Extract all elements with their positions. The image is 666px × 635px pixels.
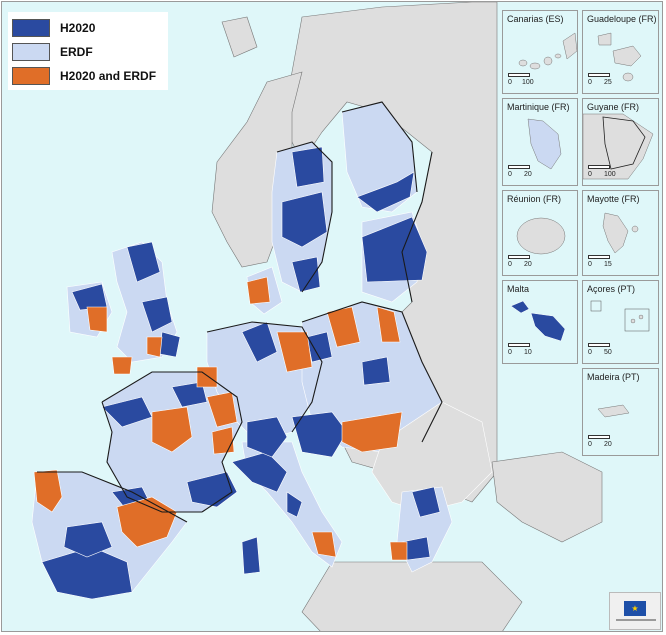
scale-label: 0 [588, 441, 592, 448]
scale-bar: 0 20 [508, 255, 568, 271]
inset-map [510, 300, 566, 342]
legend-label: ERDF [60, 45, 93, 59]
inset-martinique: Martinique (FR) 0 20 [502, 98, 578, 186]
scale-label: 15 [604, 261, 612, 268]
legend: H2020 ERDF H2020 and ERDF [8, 12, 168, 90]
inset-map [518, 32, 577, 70]
inset-title: Açores (PT) [587, 284, 636, 294]
h2020-regions [41, 146, 441, 600]
national-borders [37, 101, 443, 523]
scale-bar: 0 50 [588, 343, 648, 359]
inset-acores: Açores (PT) 0 50 [582, 280, 659, 364]
scale-label: 10 [524, 349, 532, 356]
inset-title: Madeira (PT) [587, 372, 640, 382]
inset-guyane: Guyane (FR) 0 100 [582, 98, 659, 186]
scale-label: 0 [588, 79, 592, 86]
scale-label: 20 [524, 261, 532, 268]
scale-bar: 0 100 [588, 165, 648, 181]
scale-bar: 0 20 [588, 435, 648, 451]
inset-map [516, 217, 566, 255]
inset-title: Guyane (FR) [587, 102, 640, 112]
inset-canarias: Canarias (ES) 0 100 [502, 10, 578, 94]
legend-item-erdf: ERDF [12, 42, 93, 62]
region-balkans [371, 401, 493, 513]
inset-title: Malta [507, 284, 530, 294]
scale-label: 0 [508, 79, 512, 86]
scale-label: 20 [524, 171, 532, 178]
scale-label: 0 [588, 171, 592, 178]
scale-label: 0 [508, 171, 512, 178]
legend-item-both: H2020 and ERDF [12, 66, 156, 86]
inset-map [597, 404, 630, 418]
eu-flag-icon: ★ [624, 601, 646, 616]
inset-map [590, 300, 650, 332]
scale-bar: 0 10 [508, 343, 568, 359]
scale-bar: 0 100 [508, 73, 568, 89]
scale-label: 0 [588, 261, 592, 268]
scale-label: 25 [604, 79, 612, 86]
inset-guadeloupe: Guadeloupe (FR) 0 25 [582, 10, 659, 94]
inset-malta: Malta 0 10 [502, 280, 578, 364]
inset-map [602, 212, 639, 254]
inset-mayotte: Mayotte (FR) 0 15 [582, 190, 659, 276]
eu-logo: ★ [609, 592, 661, 630]
legend-item-h2020: H2020 [12, 18, 95, 38]
inset-map [583, 113, 654, 180]
both-regions [33, 276, 408, 561]
scale-bar: 0 15 [588, 255, 648, 271]
scale-label: 0 [508, 349, 512, 356]
inset-madeira: Madeira (PT) 0 20 [582, 368, 659, 456]
inset-title: Guadeloupe (FR) [587, 14, 657, 24]
scale-label: 0 [508, 261, 512, 268]
inset-title: Martinique (FR) [507, 102, 570, 112]
inset-title: Canarias (ES) [507, 14, 564, 24]
legend-label: H2020 and ERDF [60, 69, 157, 83]
inset-map [597, 32, 642, 82]
scale-label: 20 [604, 441, 612, 448]
non-eu-land [211, 2, 603, 631]
inset-title: Mayotte (FR) [587, 194, 640, 204]
scale-label: 100 [522, 79, 534, 86]
scale-label: 50 [604, 349, 612, 356]
scale-label: 100 [604, 171, 616, 178]
scale-bar: 0 25 [588, 73, 648, 89]
inset-map [527, 118, 562, 170]
scale-bar: 0 20 [508, 165, 568, 181]
legend-label: H2020 [60, 21, 96, 35]
legend-swatch-both [12, 67, 50, 85]
scale-label: 0 [588, 349, 592, 356]
logo-text-line [616, 619, 656, 621]
legend-swatch-erdf [12, 43, 50, 61]
legend-swatch-h2020 [12, 19, 50, 37]
inset-reunion: Réunion (FR) 0 20 [502, 190, 578, 276]
inset-title: Réunion (FR) [507, 194, 562, 204]
